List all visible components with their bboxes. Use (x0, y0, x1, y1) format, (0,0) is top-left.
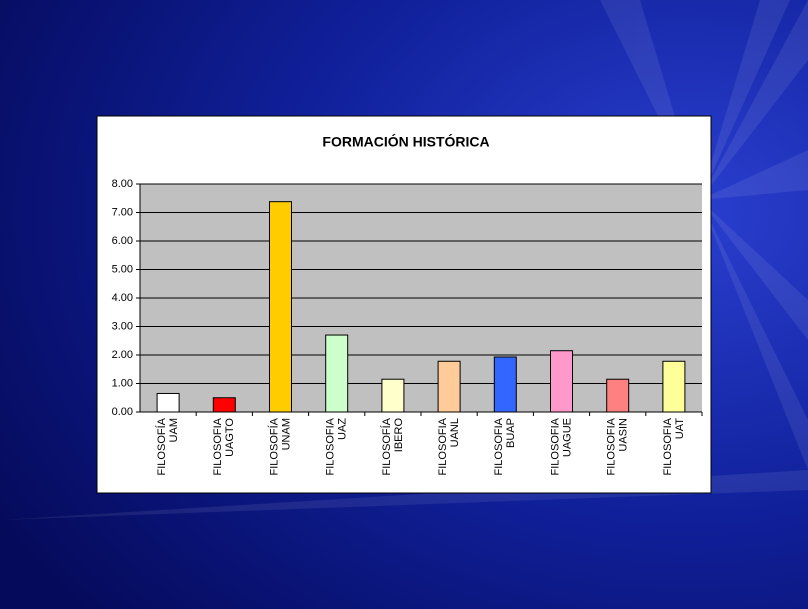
x-tick-label-line: FILOSOFÍA (380, 417, 393, 475)
bar (325, 334, 349, 413)
bar (493, 356, 517, 413)
chart-title: FORMACIÓN HISTÓRICA (322, 133, 489, 150)
y-tick-label: 1.00 (112, 377, 133, 389)
x-tick-label-line: BUAP (505, 418, 517, 448)
x-tick-label-line: IBERO (393, 418, 405, 453)
x-tick-label-line: FILOSOFIA (212, 417, 224, 475)
x-tick-label: FILOSOFIA UAT (662, 417, 686, 475)
bar (437, 360, 461, 413)
x-tick-label-line: FILOSOFIA (606, 417, 618, 475)
x-tick-label: FILOSOFIA UAGUE (549, 417, 573, 475)
x-tick-label-line: FILOSOFÍA (267, 417, 280, 475)
x-tick-label-line: FILOSOFIA (493, 417, 505, 475)
bar (381, 378, 405, 413)
bar (550, 350, 573, 413)
x-tick-label-line: FILOSOFIA (437, 417, 449, 475)
x-tick-label: FILOSOFIA BUAP (493, 417, 517, 475)
bar (606, 378, 630, 413)
x-tick-label: FILOSOFIA UANL (437, 417, 461, 475)
x-tick-label-line: UNAM (280, 418, 292, 450)
y-tick-label: 7.00 (112, 206, 133, 218)
y-tick-label: 0.00 (112, 406, 133, 418)
y-tick-label: 3.00 (112, 320, 133, 332)
x-tick-label-line: FILOSOFIA (325, 417, 337, 475)
bar (156, 392, 180, 413)
y-tick-label: 2.00 (112, 349, 133, 361)
x-tick-label-line: UAZ (337, 418, 349, 440)
bar (662, 360, 686, 413)
x-tick-label: FILOSOFÍA UAM (155, 417, 180, 475)
x-tick-label: FILOSOFIA UAGTO (212, 417, 236, 475)
bar (269, 201, 292, 413)
y-tick-label: 8.00 (112, 178, 133, 190)
x-tick-label-line: UANL (449, 418, 461, 447)
x-tick-label: FILOSOFÍA UNAM (267, 417, 292, 475)
x-tick-label-line: UAM (168, 418, 180, 442)
x-tick-label: FILOSOFÍA IBERO (380, 417, 405, 475)
x-tick-label-line: UASIN (618, 418, 630, 452)
x-tick-label-line: UAT (674, 418, 686, 439)
x-tick-label: FILOSOFIA UAZ (325, 417, 349, 475)
x-tick-label: FILOSOFIA UASIN (606, 417, 630, 475)
y-tick-label: 5.00 (112, 263, 133, 275)
x-tick-label-line: UAGUE (561, 418, 573, 457)
x-tick-label-line: UAGTO (224, 418, 236, 457)
x-tick-label-line: FILOSOFIA (662, 417, 674, 475)
y-tick-label: 6.00 (112, 235, 133, 247)
x-tick-label-line: FILOSOFÍA (155, 417, 168, 475)
bar (212, 397, 236, 413)
x-tick-label-line: FILOSOFIA (549, 417, 561, 475)
y-tick-label: 4.00 (112, 292, 133, 304)
